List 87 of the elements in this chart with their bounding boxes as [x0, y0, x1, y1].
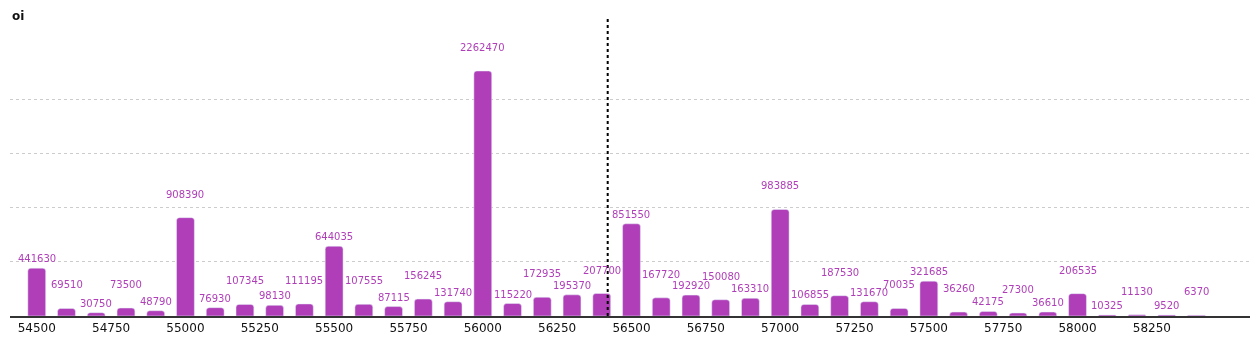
data-label: 107345	[226, 275, 265, 286]
data-label: 321685	[910, 266, 949, 277]
data-label: 87115	[378, 292, 410, 303]
x-tick-label: 56750	[686, 321, 725, 336]
bar	[830, 295, 849, 316]
data-label: 107555	[345, 275, 384, 286]
bar	[503, 303, 522, 316]
data-label: 11130	[1121, 286, 1153, 297]
x-tick-label: 57250	[835, 321, 874, 336]
data-label: 150080	[702, 271, 741, 282]
data-label: 192920	[672, 280, 711, 291]
x-tick-label: 54750	[92, 321, 131, 336]
data-label: 644035	[315, 231, 354, 242]
x-tick-label: 58250	[1132, 321, 1171, 336]
bar	[354, 304, 374, 316]
data-label: 195370	[553, 280, 592, 291]
data-label: 48790	[140, 296, 172, 307]
data-label: 73500	[110, 279, 142, 290]
bar	[711, 299, 730, 316]
data-label: 163310	[731, 283, 770, 294]
bar	[919, 280, 939, 316]
x-tick-label: 55500	[315, 321, 354, 336]
bar	[384, 306, 403, 316]
x-tick-label: 55750	[389, 321, 428, 336]
x-tick-label: 57750	[984, 321, 1023, 336]
x-tick-label: 57500	[909, 321, 948, 336]
bar	[681, 294, 701, 316]
bar	[562, 294, 582, 316]
bar	[176, 217, 195, 316]
data-label: 187530	[821, 267, 860, 278]
data-label: 131670	[850, 287, 889, 298]
data-label: 172935	[523, 268, 562, 279]
data-label: 983885	[761, 180, 800, 191]
bar	[860, 301, 879, 316]
data-label: 167720	[642, 269, 681, 280]
data-label: 36260	[943, 283, 975, 294]
data-label: 156245	[404, 270, 443, 281]
data-label: 111195	[285, 275, 324, 286]
bar	[235, 304, 255, 316]
data-label: 27300	[1002, 284, 1034, 295]
data-label: 69510	[51, 279, 83, 290]
data-label: 6370	[1184, 286, 1210, 297]
data-label: 30750	[80, 298, 112, 309]
x-tick-label: 56000	[463, 321, 502, 336]
bar	[265, 305, 284, 316]
bar	[295, 303, 314, 316]
data-label: 131740	[434, 287, 473, 298]
data-label: 206535	[1059, 265, 1098, 276]
data-label: 76930	[199, 293, 231, 304]
data-label: 10325	[1091, 300, 1123, 311]
x-tick-label: 58000	[1058, 321, 1097, 336]
data-label: 36610	[1032, 297, 1064, 308]
bar	[652, 297, 671, 316]
bar	[414, 298, 433, 316]
bar	[622, 223, 641, 316]
data-label: 9520	[1154, 300, 1180, 311]
bar	[473, 70, 492, 316]
data-label: 106855	[791, 289, 830, 300]
bar	[206, 307, 225, 316]
bar	[889, 308, 909, 316]
x-tick-label: 57000	[761, 321, 800, 336]
bar	[1068, 293, 1087, 316]
bar	[57, 308, 76, 316]
bar	[771, 209, 790, 316]
bar	[324, 246, 344, 316]
data-label: 908390	[166, 189, 205, 200]
bar	[800, 304, 820, 316]
bar	[592, 293, 611, 316]
y-axis-title: oi	[12, 9, 25, 23]
data-label: 42175	[972, 296, 1004, 307]
x-tick-label: 56500	[612, 321, 651, 336]
x-tick-label: 56250	[538, 321, 577, 336]
data-label: 441630	[18, 253, 57, 264]
data-label: 207700	[583, 265, 622, 276]
data-label: 115220	[494, 289, 533, 300]
x-tick-label: 54500	[17, 321, 56, 336]
data-label: 2262470	[460, 42, 505, 53]
bar	[533, 297, 552, 316]
x-tick-label: 55250	[240, 321, 279, 336]
bar	[741, 298, 760, 316]
bar	[116, 307, 136, 316]
data-label: 851550	[612, 209, 651, 220]
x-tick-label: 55000	[166, 321, 205, 336]
data-label: 98130	[259, 290, 291, 301]
bar	[146, 310, 165, 316]
bar	[443, 301, 463, 316]
bar	[27, 267, 46, 316]
